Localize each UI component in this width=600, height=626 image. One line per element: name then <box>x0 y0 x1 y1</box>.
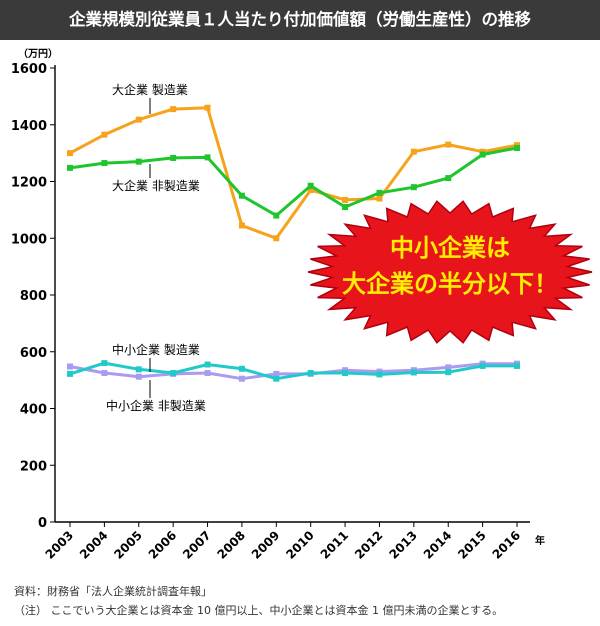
series-label: 大企業 非製造業 <box>112 178 200 193</box>
source-note: 資料：財務省「法人企業統計調査年報」 <box>14 585 212 598</box>
x-tick-label: 2009 <box>249 528 283 562</box>
y-tick-label: 0 <box>38 516 47 531</box>
x-tick-label: 2011 <box>318 528 352 562</box>
series-label: 中小企業 製造業 <box>112 342 200 357</box>
data-point <box>101 370 108 377</box>
data-point <box>238 375 245 382</box>
data-point <box>101 160 108 167</box>
x-tick-label: 2016 <box>490 528 524 562</box>
data-point <box>67 363 73 370</box>
data-point <box>445 364 452 371</box>
data-point <box>101 131 108 138</box>
callout-line-1: 中小企業は <box>390 234 510 262</box>
data-point <box>410 184 417 191</box>
data-point <box>376 189 383 196</box>
series-label: 大企業 製造業 <box>112 82 188 97</box>
data-point <box>307 182 314 189</box>
data-point <box>204 104 211 111</box>
x-tick-label: 2010 <box>283 528 317 562</box>
chart-title: 企業規模別従業員１人当たり付加価値額（労働生産性）の推移 <box>69 10 531 29</box>
x-tick-label: 2014 <box>421 528 455 562</box>
x-tick-label: 2013 <box>386 528 420 562</box>
x-tick-label: 2015 <box>455 528 489 562</box>
data-point <box>170 154 177 161</box>
data-point <box>135 116 142 123</box>
x-tick-label: 2007 <box>180 528 214 562</box>
series-line <box>69 106 518 240</box>
data-point <box>273 370 280 377</box>
data-point <box>479 362 486 369</box>
data-point <box>238 192 245 199</box>
title-bar <box>0 0 600 40</box>
x-tick-label: 2006 <box>146 528 180 562</box>
data-point <box>342 370 349 377</box>
data-point <box>204 370 211 377</box>
footnote: （注） ここでいう大企業とは資本金 10 億円以上、中小企業とは資本金 1 億円… <box>14 604 504 617</box>
data-point <box>342 196 349 203</box>
y-axis-unit: （万円） <box>18 47 58 60</box>
data-point <box>342 204 349 211</box>
data-point <box>170 106 177 113</box>
y-tick-label: 1400 <box>11 119 47 134</box>
x-tick-label: 2012 <box>352 528 386 562</box>
data-point <box>170 370 177 377</box>
y-tick-label: 1000 <box>11 232 47 247</box>
x-tick-label: 2004 <box>77 528 111 562</box>
data-point <box>445 369 452 376</box>
series-line <box>69 146 518 217</box>
callout-line-2: 大企業の半分以下！ <box>342 270 558 298</box>
y-tick-label: 600 <box>20 346 47 361</box>
data-point <box>273 212 280 219</box>
data-point <box>479 151 486 158</box>
data-point <box>135 366 142 373</box>
x-tick-label: 2008 <box>215 528 249 562</box>
data-point <box>376 371 383 378</box>
series-label: 中小企業 非製造業 <box>106 398 206 413</box>
data-point <box>67 164 73 171</box>
y-tick-label: 800 <box>20 289 47 304</box>
callout-starburst <box>307 200 593 344</box>
data-point <box>67 370 73 377</box>
x-tick-label: 2003 <box>43 528 77 562</box>
data-point <box>238 222 245 229</box>
x-tick-label: 2005 <box>111 528 145 562</box>
data-point <box>67 150 73 157</box>
data-point <box>135 158 142 165</box>
data-point <box>135 373 142 380</box>
data-point <box>514 145 520 152</box>
data-point <box>514 362 520 369</box>
data-point <box>445 175 452 182</box>
data-point <box>410 148 417 155</box>
y-tick-label: 1200 <box>11 176 47 191</box>
data-point <box>204 154 211 161</box>
data-point <box>307 187 314 194</box>
x-axis-unit: 年 <box>535 534 545 547</box>
series-line <box>69 362 517 381</box>
series-line <box>69 361 517 381</box>
y-tick-label: 400 <box>20 403 47 418</box>
data-point <box>273 235 280 242</box>
data-point <box>204 361 211 368</box>
data-point <box>410 369 417 376</box>
data-point <box>238 365 245 372</box>
y-tick-label: 1600 <box>11 62 47 77</box>
data-point <box>376 195 383 202</box>
data-point <box>101 360 108 367</box>
data-point <box>307 370 314 377</box>
data-point <box>445 141 452 148</box>
y-tick-label: 200 <box>20 459 47 474</box>
data-point <box>273 375 280 382</box>
